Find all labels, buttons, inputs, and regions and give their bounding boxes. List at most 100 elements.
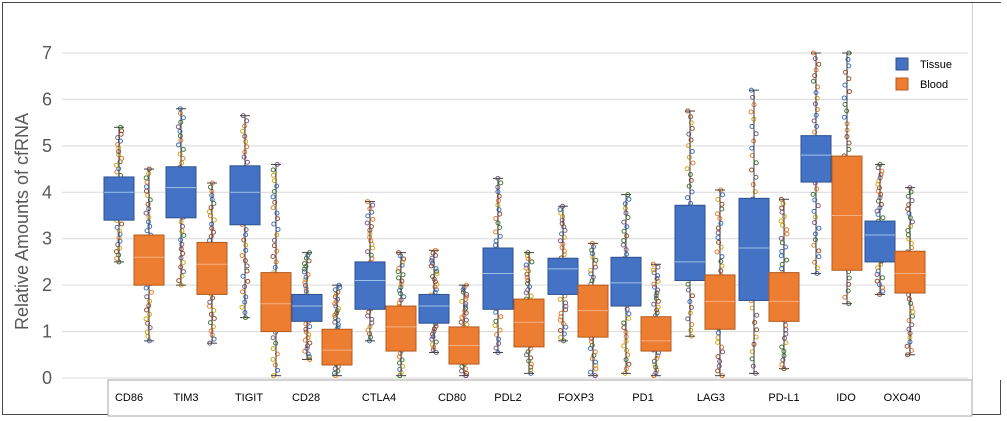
data-point [880, 285, 886, 291]
data-point [654, 276, 660, 282]
box-tim3-blood [196, 182, 228, 344]
box-foxp3-blood [577, 242, 609, 377]
data-point [211, 316, 217, 322]
data-point [496, 336, 502, 342]
data-point [177, 151, 183, 157]
data-point [244, 159, 250, 165]
boxes [103, 52, 926, 377]
data-point [243, 227, 249, 233]
data-point [274, 216, 280, 222]
data-point [908, 223, 914, 229]
data-point [688, 137, 694, 143]
data-point [650, 267, 656, 273]
data-point [397, 366, 403, 372]
data-point [244, 268, 250, 274]
data-point [906, 326, 912, 332]
data-point [492, 242, 498, 248]
box-foxp3-tissue [547, 205, 579, 342]
data-point [812, 220, 818, 226]
data-point [305, 335, 311, 341]
box-body [513, 298, 545, 348]
data-point [906, 296, 912, 302]
data-point [211, 217, 217, 223]
data-point [180, 260, 186, 266]
box-body [640, 316, 672, 352]
data-point [846, 275, 852, 281]
data-point [303, 285, 309, 291]
data-point [272, 199, 278, 205]
data-point [812, 237, 818, 243]
data-point [143, 210, 149, 216]
data-point [462, 366, 468, 372]
data-point [908, 348, 914, 353]
data-point [749, 167, 755, 173]
data-point [270, 194, 276, 200]
data-point [145, 201, 151, 207]
data-point [904, 343, 910, 349]
y-tick-label: 3 [42, 229, 52, 249]
category-label: OXO40 [884, 392, 921, 404]
data-point [459, 363, 465, 369]
data-point [841, 114, 847, 120]
box-body [229, 165, 261, 226]
data-point [753, 131, 759, 137]
data-point [244, 263, 250, 269]
data-point [561, 252, 567, 258]
data-point [559, 231, 565, 237]
data-point [816, 61, 822, 67]
box-cd28-tissue [291, 252, 323, 360]
box-body [482, 247, 514, 310]
data-point [272, 178, 278, 184]
box-pd-l1-tissue [738, 89, 770, 374]
box-tim3-tissue [165, 108, 197, 286]
data-point [113, 249, 119, 255]
data-point [528, 293, 534, 299]
box-cd80-blood [448, 284, 480, 377]
data-point [715, 368, 721, 374]
data-point [368, 252, 374, 258]
data-point [177, 128, 183, 134]
data-point [496, 193, 502, 199]
legend-label: Blood [920, 79, 948, 91]
y-tick-label: 1 [42, 322, 52, 342]
data-point [179, 273, 185, 279]
data-point [240, 128, 246, 134]
data-point [846, 89, 852, 95]
data-point [305, 351, 311, 357]
category-label: IDO [836, 392, 856, 404]
data-point [462, 303, 468, 309]
legend: Tissue Blood [895, 57, 952, 91]
data-point [688, 177, 694, 183]
data-point [270, 205, 276, 211]
box-body [768, 272, 800, 322]
data-point [368, 224, 374, 230]
data-point [688, 114, 694, 120]
data-point [147, 325, 153, 331]
data-point [908, 189, 914, 195]
data-point [525, 278, 531, 283]
data-point [654, 367, 660, 373]
data-point [147, 223, 153, 229]
data-point [814, 265, 820, 271]
data-point [434, 271, 440, 277]
data-point [147, 298, 153, 304]
data-point [718, 244, 724, 250]
data-point [180, 269, 186, 275]
data-point [783, 340, 789, 346]
data-point [878, 201, 884, 207]
data-point [459, 298, 465, 304]
data-point [144, 307, 150, 313]
data-point [626, 196, 632, 202]
data-point [811, 208, 817, 214]
data-point [689, 148, 695, 154]
data-point [780, 222, 786, 228]
box-ido-blood [831, 52, 863, 305]
y-tick-label: 0 [42, 368, 52, 388]
data-point [778, 218, 784, 224]
data-point [812, 129, 818, 135]
data-point [719, 263, 725, 269]
category-labels: CD86 TIM3 TIGIT CD28 CTLA4 CD80 PDL2 FOXP3 PD1 LA… [115, 392, 920, 404]
data-point [626, 361, 632, 367]
data-point [816, 225, 822, 231]
data-point [274, 351, 280, 357]
